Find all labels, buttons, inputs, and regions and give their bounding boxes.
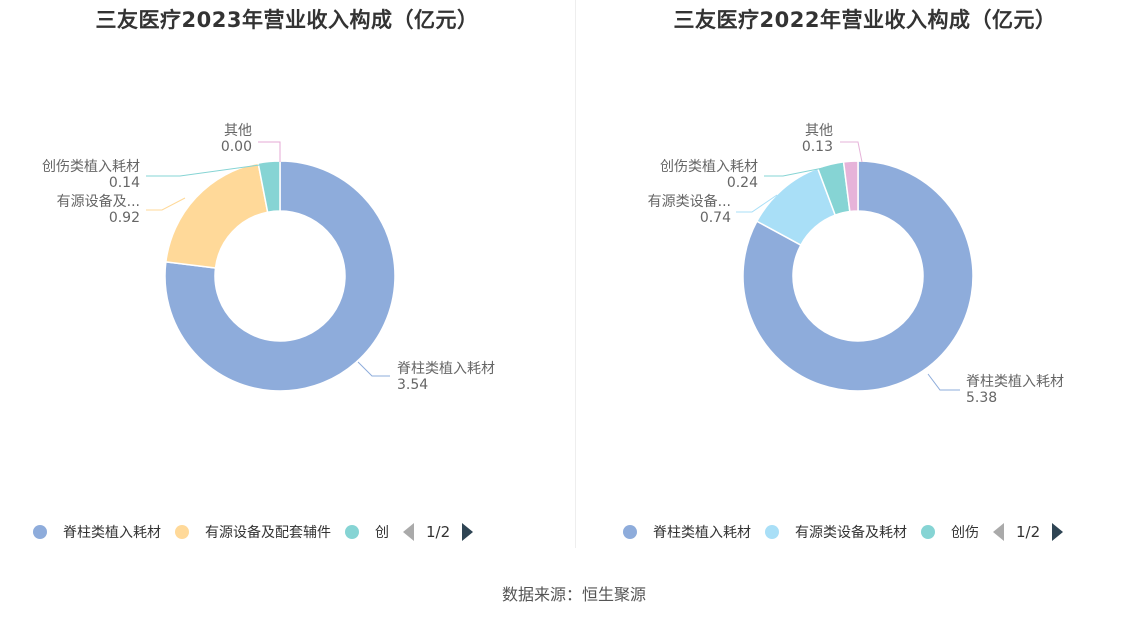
slice-value-label: 0.13 xyxy=(802,139,833,155)
legend-label: 有源设备及配套辅件 xyxy=(205,525,331,541)
label-leader-line xyxy=(357,361,390,377)
slice-label: 其他 xyxy=(805,123,833,139)
donut-slice[interactable] xyxy=(842,160,859,213)
label-leader-line xyxy=(146,197,186,211)
legend-item[interactable]: 创伤 xyxy=(921,522,979,542)
slice-label: 其他 xyxy=(224,123,252,139)
legend-pager: 1/2 xyxy=(403,523,474,541)
donut-slice[interactable] xyxy=(742,160,974,392)
chart-title: 三友医疗2023年营业收入构成（亿元） xyxy=(95,8,479,32)
slice-value-label: 0.92 xyxy=(109,210,140,226)
next-page-icon[interactable] xyxy=(462,523,474,541)
legend-label: 有源类设备及耗材 xyxy=(795,525,907,541)
slice-label: 有源设备及... xyxy=(57,193,140,210)
legend-label: 创伤 xyxy=(951,525,979,541)
legend-dot xyxy=(345,525,359,539)
slice-value-label: 0.74 xyxy=(700,210,731,226)
panel-divider xyxy=(575,0,576,548)
legend-item[interactable]: 脊柱类植入耗材 xyxy=(33,522,161,542)
slice-value-label: 5.38 xyxy=(966,390,997,406)
slice-value-label: 3.54 xyxy=(397,377,428,393)
legend-item[interactable]: 创 xyxy=(345,522,389,542)
legend-item[interactable]: 脊柱类植入耗材 xyxy=(623,522,751,542)
label-leader-line xyxy=(927,373,960,391)
label-leader-line xyxy=(258,141,281,162)
slice-value-label: 0.14 xyxy=(109,175,140,191)
legend-label: 脊柱类植入耗材 xyxy=(653,525,751,541)
donut-slice[interactable] xyxy=(164,160,396,392)
slice-label: 有源类设备... xyxy=(648,193,731,210)
legend-dot xyxy=(33,525,47,539)
donut-slice[interactable] xyxy=(165,162,269,269)
slice-label: 脊柱类植入耗材 xyxy=(966,374,1064,390)
next-page-icon[interactable] xyxy=(1052,523,1064,541)
slice-value-label: 0.24 xyxy=(727,175,758,191)
label-leader-line xyxy=(764,163,844,177)
legend-dot xyxy=(623,525,637,539)
legend-page-indicator: 1/2 xyxy=(426,523,451,541)
prev-page-icon[interactable] xyxy=(403,523,414,541)
data-source-note: 数据来源：恒生聚源 xyxy=(501,585,646,604)
slice-value-label: 0.00 xyxy=(221,139,252,155)
legend-dot xyxy=(921,525,935,539)
slice-label: 创伤类植入耗材 xyxy=(42,159,140,175)
chart-title: 三友医疗2022年营业收入构成（亿元） xyxy=(673,8,1057,32)
legend: 脊柱类植入耗材 有源设备及配套辅件 创 1/2 xyxy=(33,519,474,545)
legend-item[interactable]: 有源设备及配套辅件 xyxy=(175,522,331,542)
legend-pager: 1/2 xyxy=(993,523,1064,541)
legend: 脊柱类植入耗材 有源类设备及耗材 创伤 1/2 xyxy=(623,519,1064,545)
label-leader-line xyxy=(840,141,863,163)
chart-panel-2022: 三友医疗2022年营业收入构成（亿元） 脊柱类植入耗材 5.38 有源类设备... 0… xyxy=(578,0,1148,560)
prev-page-icon[interactable] xyxy=(993,523,1004,541)
donut-slice[interactable] xyxy=(257,160,281,214)
label-leader-line xyxy=(736,194,778,213)
legend-label: 脊柱类植入耗材 xyxy=(63,525,161,541)
legend-dot xyxy=(175,525,189,539)
chart-panel-2023: 三友医疗2023年营业收入构成（亿元） 脊柱类植入耗材 3.54 有源设备及... 0… xyxy=(0,0,574,560)
label-leader-line xyxy=(146,163,268,177)
legend-item[interactable]: 有源类设备及耗材 xyxy=(765,522,907,542)
slice-label: 创伤类植入耗材 xyxy=(660,159,758,175)
legend-dot xyxy=(765,525,779,539)
slice-label: 脊柱类植入耗材 xyxy=(397,361,495,377)
legend-label: 创 xyxy=(375,525,389,541)
legend-page-indicator: 1/2 xyxy=(1016,523,1041,541)
